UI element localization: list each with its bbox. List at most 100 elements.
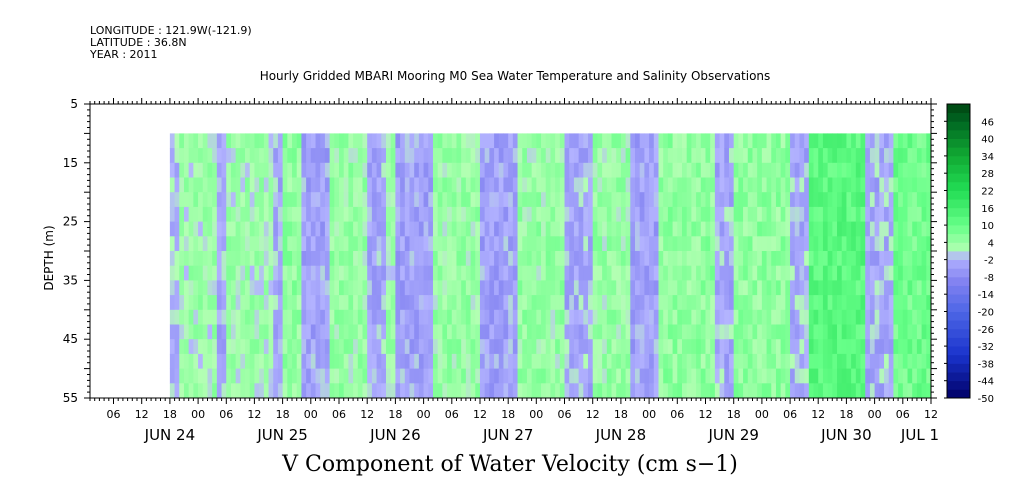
heatmap-cell [898, 383, 904, 399]
heatmap-cell [630, 236, 636, 252]
heatmap-cell [583, 280, 589, 296]
heatmap-cell [541, 221, 547, 237]
colorbar-tick-label: -38 [978, 359, 994, 370]
heatmap-cell [644, 368, 650, 384]
heatmap-cell [606, 192, 612, 208]
heatmap-cell [597, 251, 603, 267]
heatmap-cell [334, 324, 340, 340]
heatmap-cell [174, 295, 180, 311]
heatmap-cell [705, 148, 711, 164]
heatmap-cell [479, 206, 486, 222]
heatmap-cell [409, 206, 415, 222]
heatmap-cell [268, 295, 274, 311]
heatmap-cell [385, 133, 392, 149]
heatmap-cell [254, 368, 260, 384]
heatmap-cell [874, 368, 880, 384]
heatmap-cell [804, 133, 810, 149]
heatmap-cell [193, 339, 199, 355]
heatmap-cell [437, 148, 443, 164]
heatmap-cell [545, 162, 551, 178]
heatmap-cell [752, 177, 758, 193]
heatmap-cell [916, 177, 923, 193]
heatmap-cell [390, 192, 396, 208]
heatmap-cell [531, 251, 537, 267]
heatmap-cell [385, 206, 392, 222]
heatmap-cell [512, 133, 518, 149]
heatmap-cell [489, 280, 495, 296]
heatmap-cell [315, 162, 321, 178]
heatmap-cell [212, 177, 218, 193]
heatmap-cell [461, 383, 467, 399]
heatmap-cell [635, 324, 641, 340]
heatmap-cell [353, 339, 359, 355]
heatmap-cell [884, 295, 890, 311]
heatmap-cell [292, 162, 298, 178]
heatmap-cell [235, 206, 241, 222]
heatmap-cell [367, 192, 373, 208]
heatmap-cell [306, 162, 312, 178]
heatmap-cell [193, 280, 199, 296]
heatmap-cell [728, 221, 735, 237]
heatmap-cell [813, 206, 819, 222]
heatmap-cell [531, 236, 537, 252]
heatmap-cell [465, 236, 471, 252]
heatmap-cell [630, 206, 636, 222]
colorbar-tick-label: 34 [981, 152, 994, 163]
heatmap-cell [479, 280, 486, 296]
heatmap-cell [376, 148, 382, 164]
heatmap-cell [367, 206, 373, 222]
heatmap-cell [470, 383, 476, 399]
heatmap-cell [245, 162, 251, 178]
heatmap-cell [761, 148, 767, 164]
heatmap-cell [578, 206, 584, 222]
heatmap-cell [292, 353, 298, 369]
heatmap-cell [423, 383, 429, 399]
heatmap-cell [489, 339, 495, 355]
heatmap-cell [902, 280, 908, 296]
heatmap-cell [376, 206, 382, 222]
heatmap-cell [794, 368, 800, 384]
heatmap-cell [912, 324, 918, 340]
heatmap-cell [644, 221, 650, 237]
heatmap-cell [343, 309, 349, 325]
heatmap-cell [780, 206, 786, 222]
heatmap-cell [249, 280, 255, 296]
heatmap-cell [569, 265, 575, 281]
heatmap-cell [639, 221, 645, 237]
heatmap-cell [625, 177, 631, 193]
heatmap-cell [315, 236, 321, 252]
heatmap-cell [282, 324, 288, 340]
heatmap-cell [315, 265, 321, 281]
heatmap-cell [541, 324, 547, 340]
heatmap-cell [719, 295, 725, 311]
heatmap-cell [437, 280, 443, 296]
heatmap-cell [475, 309, 481, 325]
heatmap-cell [541, 192, 547, 208]
heatmap-cell [198, 162, 204, 178]
heatmap-cell [395, 324, 401, 340]
heatmap-cell [390, 383, 396, 399]
heatmap-cell [635, 221, 641, 237]
heatmap-cell [555, 133, 561, 149]
heatmap-cell [667, 236, 673, 252]
heatmap-cell [733, 236, 739, 252]
heatmap-cell [808, 265, 814, 281]
heatmap-cell [757, 309, 763, 325]
heatmap-cell [183, 309, 190, 325]
heatmap-cell [926, 148, 932, 164]
heatmap-cell [517, 177, 523, 193]
heatmap-cell [912, 265, 918, 281]
heatmap-cell [851, 206, 857, 222]
heatmap-cell [808, 353, 814, 369]
heatmap-cell [268, 162, 274, 178]
heatmap-cell [893, 309, 899, 325]
heatmap-cell [681, 206, 688, 222]
heatmap-cell [432, 177, 439, 193]
heatmap-cell [663, 177, 669, 193]
heatmap-cell [752, 206, 758, 222]
heatmap-cell [573, 295, 580, 311]
heatmap-cell [442, 206, 448, 222]
heatmap-cell [837, 148, 843, 164]
heatmap-cell [790, 309, 796, 325]
heatmap-cell [249, 221, 255, 237]
